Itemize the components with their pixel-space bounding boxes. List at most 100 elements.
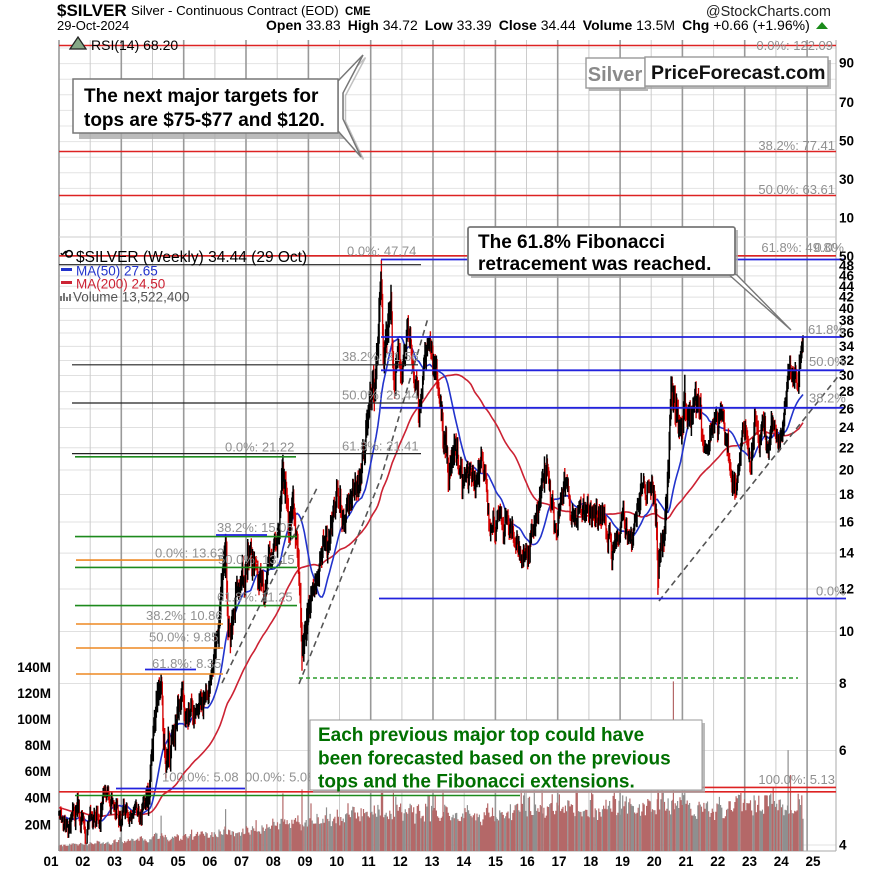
svg-text:80M: 80M xyxy=(25,738,51,753)
svg-text:32: 32 xyxy=(839,353,854,368)
svg-text:tops are $75-$77 and $120.: tops are $75-$77 and $120. xyxy=(84,110,325,131)
svg-text:03: 03 xyxy=(107,854,123,869)
svg-text:Silver: Silver xyxy=(588,64,643,86)
svg-text:50.0%: 50.0% xyxy=(809,354,846,369)
svg-text:13: 13 xyxy=(424,854,440,869)
svg-text:50: 50 xyxy=(839,249,854,264)
svg-text:61.8%: 61.8% xyxy=(808,322,845,337)
svg-text:8: 8 xyxy=(839,676,847,691)
svg-text:0.0%: 13.63: 0.0%: 13.63 xyxy=(155,546,224,561)
svg-text:50.0%: 13.15: 50.0%: 13.15 xyxy=(218,552,295,567)
svg-text:0.0%: 47.74: 0.0%: 47.74 xyxy=(347,244,416,259)
svg-text:50.0%: 9.85: 50.0%: 9.85 xyxy=(149,630,218,645)
svg-text:tops and the Fibonacci extensi: tops and the Fibonacci extensions. xyxy=(318,772,635,793)
svg-text:17: 17 xyxy=(551,854,566,869)
svg-text:Open 33.83 High 34.72 Low 33.3: Open 33.83 High 34.72 Low 33.39 Close 34… xyxy=(266,17,810,33)
svg-text:26: 26 xyxy=(839,401,855,416)
svg-text:50: 50 xyxy=(839,133,854,148)
svg-text:@StockCharts.com: @StockCharts.com xyxy=(706,4,831,20)
svg-text:61.8%: 8.35: 61.8%: 8.35 xyxy=(152,656,221,671)
svg-text:24: 24 xyxy=(774,854,790,869)
svg-text:30: 30 xyxy=(839,172,854,187)
svg-text:0.0%: 0.0% xyxy=(816,584,846,599)
svg-text:0.0%: 0.0% xyxy=(814,240,844,255)
svg-text:12: 12 xyxy=(839,582,854,597)
svg-text:06: 06 xyxy=(202,854,218,869)
svg-text:been forecasted based on the p: been forecasted based on the previous xyxy=(318,749,671,770)
svg-text:40M: 40M xyxy=(25,791,51,806)
svg-text:22: 22 xyxy=(710,854,725,869)
svg-text:30: 30 xyxy=(839,368,854,383)
svg-text:40: 40 xyxy=(839,301,854,316)
svg-text:50.0%: 26.44: 50.0%: 26.44 xyxy=(342,388,419,403)
svg-text:38: 38 xyxy=(839,313,855,328)
svg-text:0.0%: 21.22: 0.0%: 21.22 xyxy=(225,440,294,455)
svg-text:46: 46 xyxy=(839,268,855,283)
svg-text:20: 20 xyxy=(839,463,854,478)
svg-text:10: 10 xyxy=(839,624,854,639)
svg-text:Each previous major top could: Each previous major top could have xyxy=(318,725,644,746)
svg-text:100M: 100M xyxy=(17,712,51,727)
svg-text:15: 15 xyxy=(488,854,504,869)
svg-text:retracement was reached.: retracement was reached. xyxy=(478,254,711,275)
svg-text:Volume 13,522,400: Volume 13,522,400 xyxy=(73,290,189,305)
svg-text:28: 28 xyxy=(839,384,855,399)
svg-text:18: 18 xyxy=(583,854,599,869)
svg-text:6: 6 xyxy=(839,743,847,758)
svg-text:38.2%: 15.05: 38.2%: 15.05 xyxy=(217,520,294,535)
svg-text:34: 34 xyxy=(839,339,855,354)
svg-text:The 61.8% Fibonacci: The 61.8% Fibonacci xyxy=(478,232,665,253)
svg-text:61.8%: 21.41: 61.8%: 21.41 xyxy=(342,439,419,454)
svg-text:04: 04 xyxy=(139,854,155,869)
svg-text:61.8%: 49.80: 61.8%: 49.80 xyxy=(761,240,838,255)
svg-text:Silver - Continuous Contract (: Silver - Continuous Contract (EOD) xyxy=(131,3,339,18)
svg-text:MA(50) 27.65: MA(50) 27.65 xyxy=(76,264,158,279)
svg-text:140M: 140M xyxy=(17,660,51,675)
svg-text:11: 11 xyxy=(361,854,376,869)
svg-text:38.2%: 77.41: 38.2%: 77.41 xyxy=(758,138,835,153)
svg-text:20M: 20M xyxy=(25,817,51,832)
svg-text:61.8%: 11.25: 61.8%: 11.25 xyxy=(217,590,293,605)
svg-text:02: 02 xyxy=(75,854,90,869)
svg-text:90: 90 xyxy=(839,56,854,71)
svg-text:10: 10 xyxy=(329,854,344,869)
svg-text:08: 08 xyxy=(266,854,282,869)
svg-text:22: 22 xyxy=(839,440,854,455)
svg-text:05: 05 xyxy=(170,854,186,869)
svg-text:CME: CME xyxy=(345,6,371,18)
svg-text:38.2%: 38.2% xyxy=(809,391,846,406)
svg-text:38.2%: 31.56: 38.2%: 31.56 xyxy=(342,349,419,364)
svg-text:$SILVER: $SILVER xyxy=(57,1,127,20)
svg-text:01: 01 xyxy=(43,854,59,869)
svg-text:$SILVER (Weekly) 34.44 (29 Oct: $SILVER (Weekly) 34.44 (29 Oct) xyxy=(76,249,307,266)
svg-text:70: 70 xyxy=(839,95,854,110)
svg-text:14: 14 xyxy=(839,546,855,561)
svg-text:21: 21 xyxy=(678,854,694,869)
svg-text:120M: 120M xyxy=(17,686,51,701)
svg-text:16: 16 xyxy=(839,514,855,529)
svg-text:RSI(14) 68.20: RSI(14) 68.20 xyxy=(91,37,178,53)
svg-text:0.0%: 122.09: 0.0%: 122.09 xyxy=(756,38,833,53)
svg-text:19: 19 xyxy=(615,854,630,869)
svg-text:12: 12 xyxy=(393,854,408,869)
svg-text:29-Oct-2024: 29-Oct-2024 xyxy=(57,18,129,33)
svg-text:38.2%: 10.86: 38.2%: 10.86 xyxy=(146,608,223,623)
svg-text:PriceForecast.com: PriceForecast.com xyxy=(651,62,826,84)
svg-text:14: 14 xyxy=(456,854,472,869)
svg-text:10: 10 xyxy=(839,210,854,225)
svg-text:23: 23 xyxy=(742,854,758,869)
svg-text:44: 44 xyxy=(839,279,855,294)
svg-text:24: 24 xyxy=(839,420,855,435)
svg-text:09: 09 xyxy=(297,854,312,869)
svg-text:MA(200) 24.50: MA(200) 24.50 xyxy=(76,277,165,292)
svg-text:36: 36 xyxy=(839,326,855,341)
svg-text:16: 16 xyxy=(520,854,536,869)
svg-text:100.0%: 5.13: 100.0%: 5.13 xyxy=(758,772,835,787)
svg-text:4: 4 xyxy=(839,838,847,853)
svg-text:50.0%: 63.61: 50.0%: 63.61 xyxy=(758,182,835,197)
svg-text:48: 48 xyxy=(839,259,855,274)
svg-text:07: 07 xyxy=(234,854,249,869)
svg-text:25: 25 xyxy=(805,854,821,869)
svg-text:The next major targets for: The next major targets for xyxy=(84,86,319,107)
svg-text:60M: 60M xyxy=(25,764,51,779)
